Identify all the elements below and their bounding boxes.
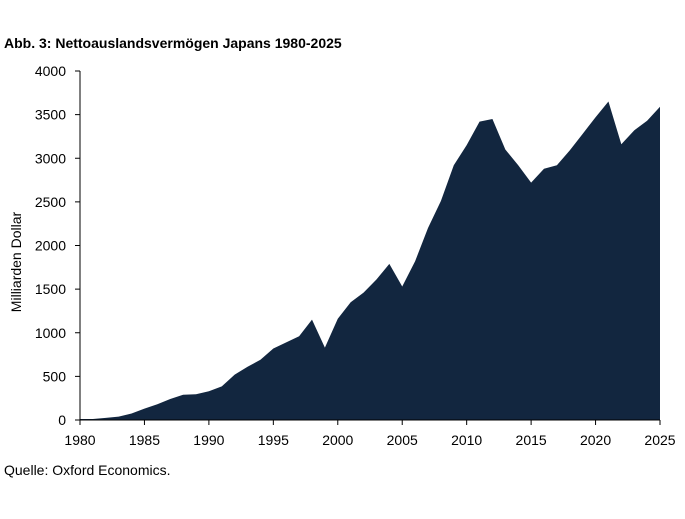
- y-tick-label: 1000: [35, 325, 66, 341]
- y-axis-label: Milliarden Dollar: [8, 211, 24, 312]
- x-tick-labels: 1980 1985 1990 1995 2000 2005 2010 2015 2020 2025: [64, 432, 675, 448]
- y-tick-label: 0: [58, 412, 66, 428]
- axis-layer: [75, 70, 661, 425]
- x-tick-label: 1985: [129, 432, 160, 448]
- x-tick-label: 1990: [193, 432, 224, 448]
- x-tick-label: 2025: [644, 432, 675, 448]
- x-tick-label: 2000: [322, 432, 353, 448]
- x-tick-label: 2005: [387, 432, 418, 448]
- y-tick-labels: 0 500 1000 1500 2000 2500 3000 3500 4000: [35, 63, 66, 428]
- y-tick-label: 4000: [35, 63, 66, 79]
- chart-title: Abb. 3: Nettoauslandsvermögen Japans 198…: [4, 35, 342, 51]
- y-tick-label: 500: [43, 368, 67, 384]
- x-tick-label: 2015: [516, 432, 547, 448]
- x-tick-label: 1995: [258, 432, 289, 448]
- y-tick-label: 2500: [35, 194, 66, 210]
- y-tick-label: 2000: [35, 238, 66, 254]
- area-series-0: [80, 101, 660, 420]
- source-note: Quelle: Oxford Economics.: [4, 462, 171, 478]
- y-tick-label: 3000: [35, 150, 66, 166]
- area-layer: [80, 101, 660, 420]
- x-tick-label: 2020: [580, 432, 611, 448]
- x-tick-label: 1980: [64, 432, 95, 448]
- y-tick-label: 1500: [35, 281, 66, 297]
- x-tick-label: 2010: [451, 432, 482, 448]
- y-tick-label: 3500: [35, 107, 66, 123]
